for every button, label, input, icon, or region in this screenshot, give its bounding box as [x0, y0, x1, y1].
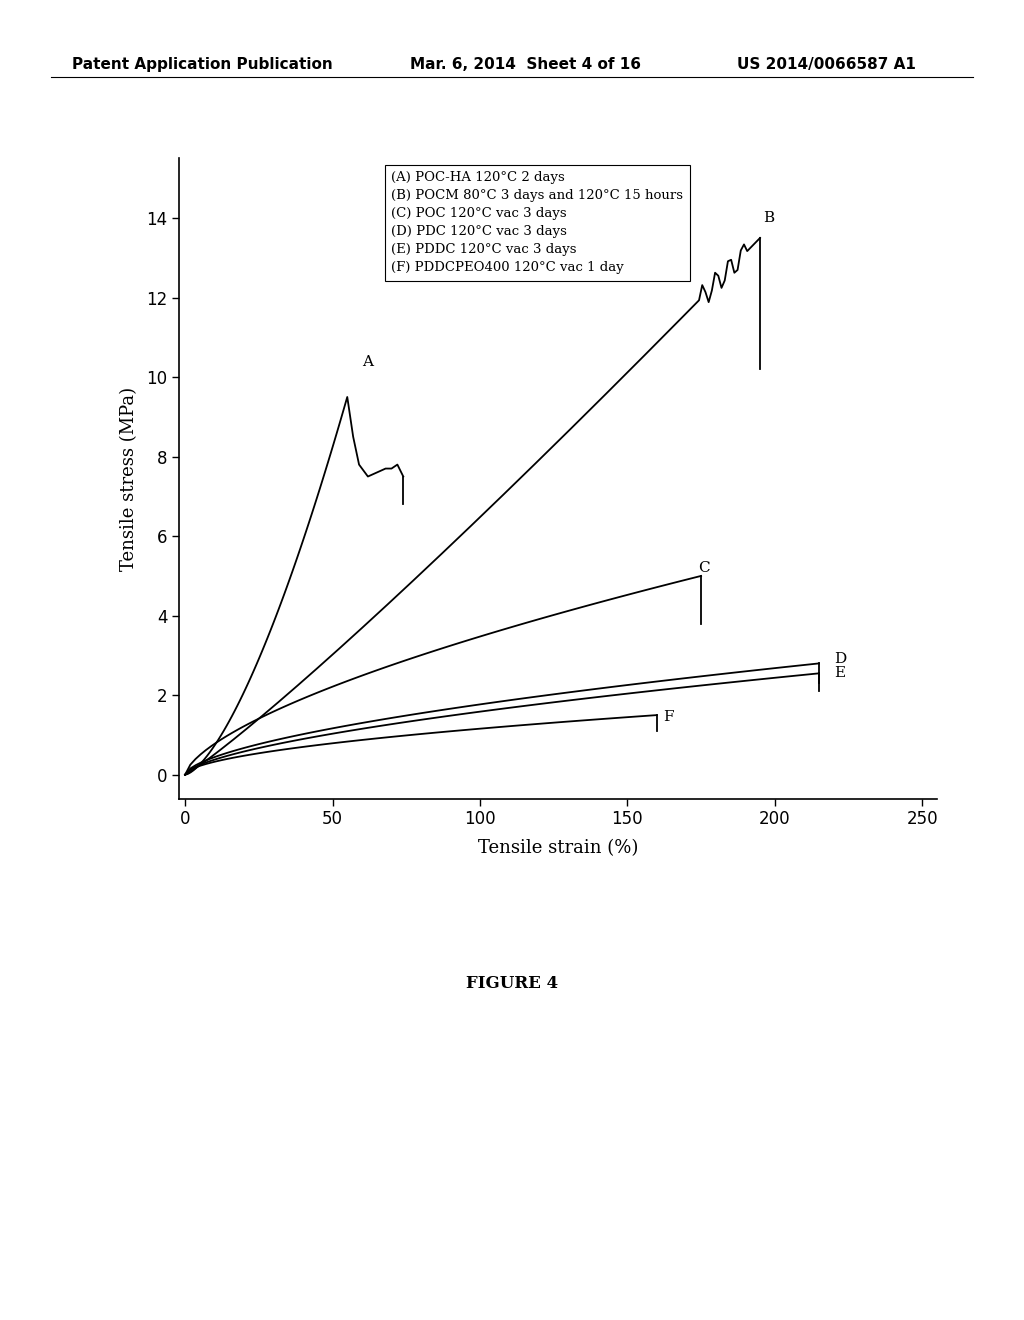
Text: (A) POC-HA 120°C 2 days
(B) POCM 80°C 3 days and 120°C 15 hours
(C) POC 120°C va: (A) POC-HA 120°C 2 days (B) POCM 80°C 3 …	[391, 172, 683, 275]
Text: E: E	[834, 667, 845, 680]
Text: Patent Application Publication: Patent Application Publication	[72, 57, 333, 71]
Text: US 2014/0066587 A1: US 2014/0066587 A1	[737, 57, 916, 71]
Text: A: A	[362, 355, 374, 370]
Text: C: C	[698, 561, 710, 576]
Text: FIGURE 4: FIGURE 4	[466, 975, 558, 991]
Text: D: D	[834, 652, 846, 667]
Text: Mar. 6, 2014  Sheet 4 of 16: Mar. 6, 2014 Sheet 4 of 16	[410, 57, 641, 71]
Text: B: B	[763, 211, 774, 224]
Text: F: F	[663, 710, 673, 725]
Y-axis label: Tensile stress (MPa): Tensile stress (MPa)	[120, 387, 138, 570]
X-axis label: Tensile strain (%): Tensile strain (%)	[478, 840, 638, 858]
